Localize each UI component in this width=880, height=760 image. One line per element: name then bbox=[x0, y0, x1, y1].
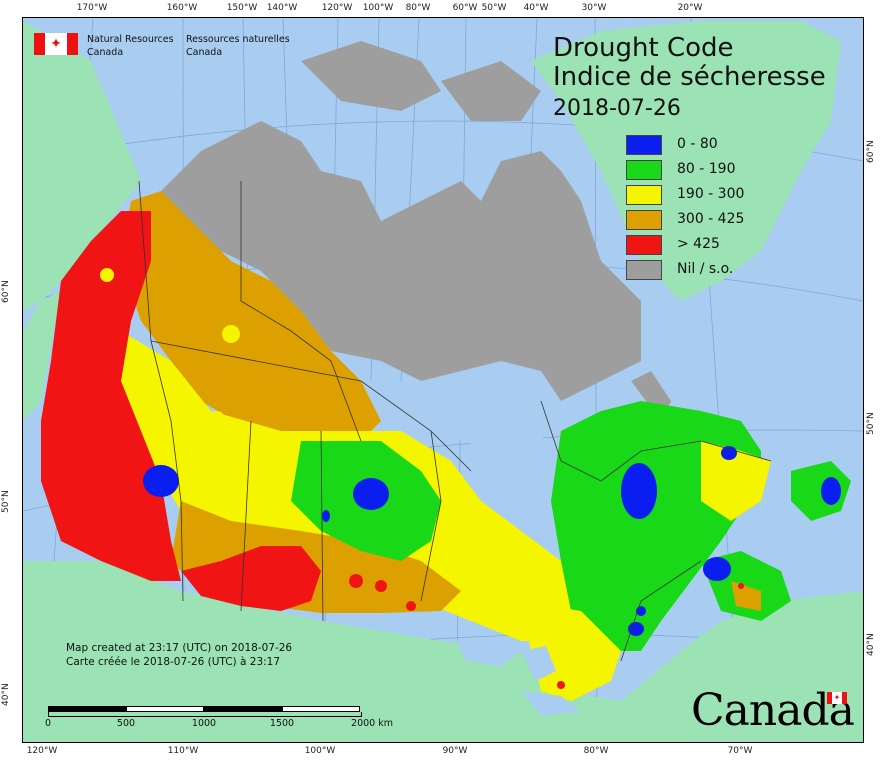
hudson-bay bbox=[421, 361, 561, 451]
scale-label: 500 bbox=[116, 718, 136, 729]
tick-left: 60°N bbox=[1, 280, 11, 303]
legend-item: 300 - 425 bbox=[626, 210, 796, 230]
agency-name-en: Natural Resources bbox=[87, 34, 174, 45]
tick-top: 170°W bbox=[76, 3, 108, 13]
great-lakes bbox=[456, 636, 581, 716]
no-data-area bbox=[151, 41, 671, 441]
agency-name-fr: Ressources naturelles bbox=[186, 34, 290, 45]
agency-name-en-2: Canada bbox=[87, 47, 124, 58]
legend-label: 190 - 300 bbox=[677, 186, 745, 202]
tick-bottom: 80°W bbox=[583, 746, 609, 756]
tick-left: 50°N bbox=[1, 490, 11, 513]
tick-right: 60°N bbox=[866, 140, 876, 163]
title-en: Drought Code bbox=[553, 33, 734, 63]
legend-swatch bbox=[626, 260, 662, 280]
legend-label: Nil / s.o. bbox=[677, 261, 734, 277]
tick-top: 120°W bbox=[321, 3, 353, 13]
wordmark-flag-icon: ✦ bbox=[827, 692, 847, 704]
tick-top: 60°W bbox=[452, 3, 478, 13]
legend-swatch bbox=[626, 135, 662, 155]
tick-top: 150°W bbox=[226, 3, 258, 13]
foreign-land bbox=[23, 21, 863, 742]
legend-swatch bbox=[626, 185, 662, 205]
tick-top: 160°W bbox=[166, 3, 198, 13]
legend-swatch bbox=[626, 235, 662, 255]
agency-name-fr-2: Canada bbox=[186, 47, 223, 58]
tick-top: 40°W bbox=[523, 3, 549, 13]
drought-map: Drought Code Indice de sécheresse 2018-0… bbox=[22, 17, 864, 743]
tick-bottom: 100°W bbox=[304, 746, 336, 756]
creation-note-en: Map created at 23:17 (UTC) on 2018-07-26 bbox=[66, 642, 293, 654]
tick-bottom: 120°W bbox=[26, 746, 58, 756]
creation-note: Map created at 23:17 (UTC) on 2018-07-26… bbox=[66, 641, 292, 669]
creation-note-fr: Carte créée le 2018-07-26 (UTC) à 23:17 bbox=[66, 656, 281, 668]
tick-bottom: 110°W bbox=[167, 746, 199, 756]
legend-label: 300 - 425 bbox=[677, 211, 745, 227]
scale-label: 1000 bbox=[191, 718, 217, 729]
legend-item: 80 - 190 bbox=[626, 160, 796, 180]
legend-item: 190 - 300 bbox=[626, 185, 796, 205]
tick-right: 50°N bbox=[866, 412, 876, 435]
tick-top: 30°W bbox=[581, 3, 607, 13]
tick-bottom: 90°W bbox=[442, 746, 468, 756]
tick-top: 50°W bbox=[481, 3, 507, 13]
tick-right: 40°N bbox=[866, 633, 876, 656]
legend-swatch bbox=[626, 160, 662, 180]
tick-top: 80°W bbox=[405, 3, 431, 13]
legend-label: 80 - 190 bbox=[677, 161, 736, 177]
legend-label: 0 - 80 bbox=[677, 136, 718, 152]
map-title: Drought Code Indice de sécheresse 2018-0… bbox=[553, 34, 826, 123]
map-date: 2018-07-26 bbox=[553, 96, 681, 121]
canada-flag-icon: ✦ bbox=[34, 33, 78, 55]
drought-regions bbox=[41, 191, 851, 701]
legend-item: 0 - 80 bbox=[626, 135, 796, 155]
map-canvas bbox=[23, 18, 863, 742]
tick-bottom: 70°W bbox=[727, 746, 753, 756]
tick-left: 40°N bbox=[1, 683, 11, 706]
tick-top: 20°W bbox=[677, 3, 703, 13]
legend-swatch bbox=[626, 210, 662, 230]
scale-label: 0 bbox=[44, 718, 52, 729]
scale-label: 1500 bbox=[269, 718, 295, 729]
tick-top: 100°W bbox=[362, 3, 394, 13]
province-boundaries bbox=[138, 180, 772, 662]
legend-label: > 425 bbox=[677, 236, 720, 252]
legend-item: > 425 bbox=[626, 235, 796, 255]
legend-item: Nil / s.o. bbox=[626, 260, 796, 280]
scale-label: 2000 km bbox=[351, 718, 393, 729]
title-fr: Indice de sécheresse bbox=[553, 62, 826, 92]
tick-top: 140°W bbox=[266, 3, 298, 13]
